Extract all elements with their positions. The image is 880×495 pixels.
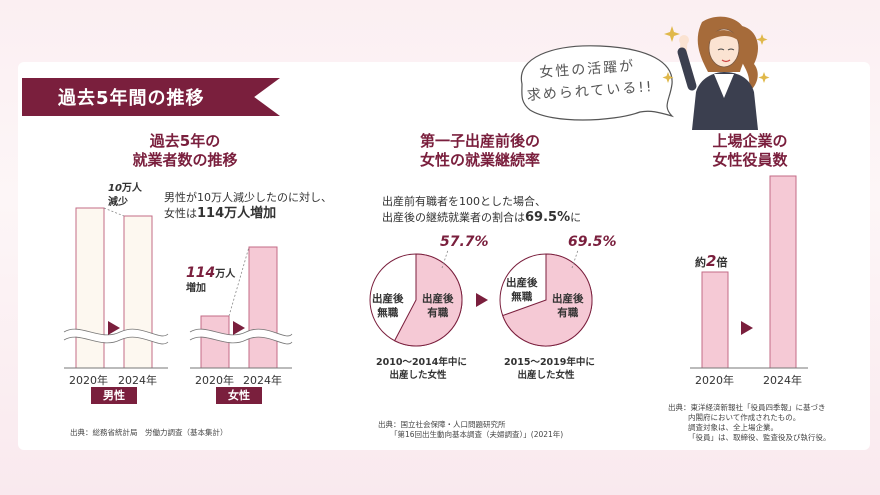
male-change-number: 10 bbox=[108, 183, 122, 194]
male-change-word: 減少 bbox=[108, 197, 128, 208]
male-change-label: 10万人 減少 bbox=[108, 182, 142, 210]
chart2-source: 出典：国立社会保障・人口問題研究所 「第16回出生動向基本調査（夫婦調査）」(2… bbox=[378, 420, 563, 440]
male-change-dashed bbox=[103, 207, 125, 217]
chart1-annotation-line1: 男性が10万人減少したのに対し、 bbox=[164, 191, 332, 204]
pie2-period-line1: 2015〜2019年中に bbox=[504, 357, 595, 368]
pie2-employed-slice bbox=[502, 253, 593, 347]
chart1-annotation-prefix: 女性は bbox=[164, 207, 197, 220]
woman-illustration bbox=[662, 16, 770, 130]
pie1-period-line1: 2010〜2014年中に bbox=[376, 357, 467, 368]
chart3-title-text: 上場企業の 女性役員数 bbox=[712, 132, 788, 169]
female-change-label: 114万人 増加 bbox=[186, 266, 235, 296]
female-year-2024: 2024年 bbox=[243, 374, 282, 387]
chart2-annotation-prefix: 出産後の継続就業者の割合は bbox=[382, 211, 525, 224]
chart3-source: 出典：東洋経済新報社「役員四季報」に基づき 内閣府において作成されたもの。 調査… bbox=[668, 403, 831, 443]
chart2-source-line2: 「第16回出生動向基本調査（夫婦調査）」(2021年) bbox=[390, 430, 564, 439]
pie2-unemployed-line2: 無職 bbox=[511, 291, 533, 303]
chart3-arrow bbox=[741, 321, 753, 335]
pie2-callout-line bbox=[571, 249, 579, 269]
pie1-employed-slice bbox=[393, 253, 463, 347]
chart1-annotation-line2: 女性は114万人増加 bbox=[164, 206, 332, 222]
female-change-word: 増加 bbox=[186, 283, 206, 294]
male-change-unit: 万人 bbox=[121, 183, 142, 194]
pie2-employed-label: 出産後 有職 bbox=[552, 292, 584, 320]
chart3-source-line2: 内閣府において作成されたもの。 bbox=[688, 413, 801, 422]
female-arrow bbox=[233, 321, 245, 335]
male-group-label: 男性 bbox=[91, 387, 137, 404]
pie2-value-label: 69.5% bbox=[568, 234, 617, 250]
section-banner bbox=[22, 78, 280, 116]
chart3-year-2020: 2020年 bbox=[695, 374, 734, 387]
chart3-year-2024: 2024年 bbox=[763, 374, 802, 387]
male-arrow bbox=[108, 321, 120, 335]
chart1-title: 過去5年の 就業者数の推移 bbox=[110, 132, 260, 170]
chart2-annotation-line2: 出産後の継続就業者の割合は69.5%に bbox=[382, 210, 581, 226]
chart3-ratio-label: 約2倍 bbox=[695, 252, 727, 270]
female-change-unit: 万人 bbox=[215, 269, 236, 280]
chart2-source-line1: 出典：国立社会保障・人口問題研究所 bbox=[378, 420, 506, 429]
pie2-period-line2: 出産した女性 bbox=[517, 370, 575, 381]
chart2-annotation-suffix: に bbox=[570, 211, 582, 224]
chart3-source-line4: 「役員」は、取締役、監査役及び執行役。 bbox=[688, 433, 831, 442]
chart2-title: 第一子出産前後の 女性の就業継続率 bbox=[400, 132, 560, 170]
female-bar-2024 bbox=[248, 246, 278, 369]
pie2-employed-line2: 有職 bbox=[557, 307, 579, 319]
pie1-value-label: 57.7% bbox=[440, 234, 489, 250]
female-group-label: 女性 bbox=[216, 387, 262, 404]
pie1-employed-line1: 出産後 bbox=[422, 293, 454, 305]
pie1-period-line2: 出産した女性 bbox=[389, 370, 447, 381]
pie2-unemployed-label: 出産後 無職 bbox=[506, 276, 538, 304]
pie1-employed-line2: 有職 bbox=[427, 307, 449, 319]
chart3-bar-1 bbox=[701, 271, 729, 369]
chart3-ratio-suffix: 倍 bbox=[716, 256, 728, 269]
male-axis-break-line-b bbox=[63, 336, 169, 345]
chart2-annotation: 出産前有職者を100とした場合、 出産後の継続就業者の割合は69.5%に bbox=[382, 194, 581, 226]
pie1-unemployed-label: 出産後 無職 bbox=[372, 292, 404, 320]
chart3-ratio-prefix: 約 bbox=[695, 256, 706, 269]
pie2-unemployed-line1: 出産後 bbox=[506, 277, 538, 289]
female-axis-break-gap bbox=[188, 329, 295, 344]
speech-bubble bbox=[520, 45, 675, 121]
chart3-source-line3: 調査対象は、全上場企業。 bbox=[688, 423, 778, 432]
chart1-annotation: 男性が10万人減少したのに対し、 女性は114万人増加 bbox=[164, 190, 332, 222]
female-axis-break-line-b bbox=[189, 336, 293, 345]
chart2-annotation-line1: 出産前有職者を100とした場合、 bbox=[382, 195, 546, 208]
pie2-employed-line1: 出産後 bbox=[552, 293, 584, 305]
male-axis-break-gap bbox=[62, 329, 171, 344]
chart2-title-text: 第一子出産前後の 女性の就業継続率 bbox=[419, 132, 540, 169]
chart3-ratio-number: 2 bbox=[706, 252, 717, 270]
pie1-unemployed-line1: 出産後 bbox=[372, 293, 404, 305]
male-year-2020: 2020年 bbox=[69, 374, 108, 387]
pie1-callout-line bbox=[441, 249, 449, 269]
male-year-2024: 2024年 bbox=[118, 374, 157, 387]
chart3-title: 上場企業の 女性役員数 bbox=[690, 132, 810, 170]
chart1-source: 出典：総務省統計局 労働力調査（基本集計） bbox=[70, 428, 228, 437]
pie1-unemployed-line2: 無職 bbox=[377, 307, 399, 319]
banner-title: 過去5年間の推移 bbox=[58, 88, 205, 109]
female-year-2020: 2020年 bbox=[195, 374, 234, 387]
chart3-bar-2 bbox=[769, 175, 797, 369]
pie1-employed-label: 出産後 有職 bbox=[422, 292, 454, 320]
pie-arrow bbox=[476, 293, 488, 307]
pie2-period: 2015〜2019年中に 出産した女性 bbox=[504, 356, 595, 382]
female-change-number: 114 bbox=[186, 265, 216, 281]
chart1-annotation-bold: 114万人増加 bbox=[197, 206, 277, 221]
male-axis-break-line-a bbox=[63, 328, 169, 337]
chart1-title-text: 過去5年の 就業者数の推移 bbox=[132, 132, 238, 169]
pie1-period: 2010〜2014年中に 出産した女性 bbox=[376, 356, 467, 382]
female-axis-break-line-a bbox=[189, 328, 293, 337]
chart3-source-line1: 出典：東洋経済新報社「役員四季報」に基づき bbox=[668, 403, 826, 412]
chart2-annotation-bold: 69.5% bbox=[525, 210, 571, 225]
